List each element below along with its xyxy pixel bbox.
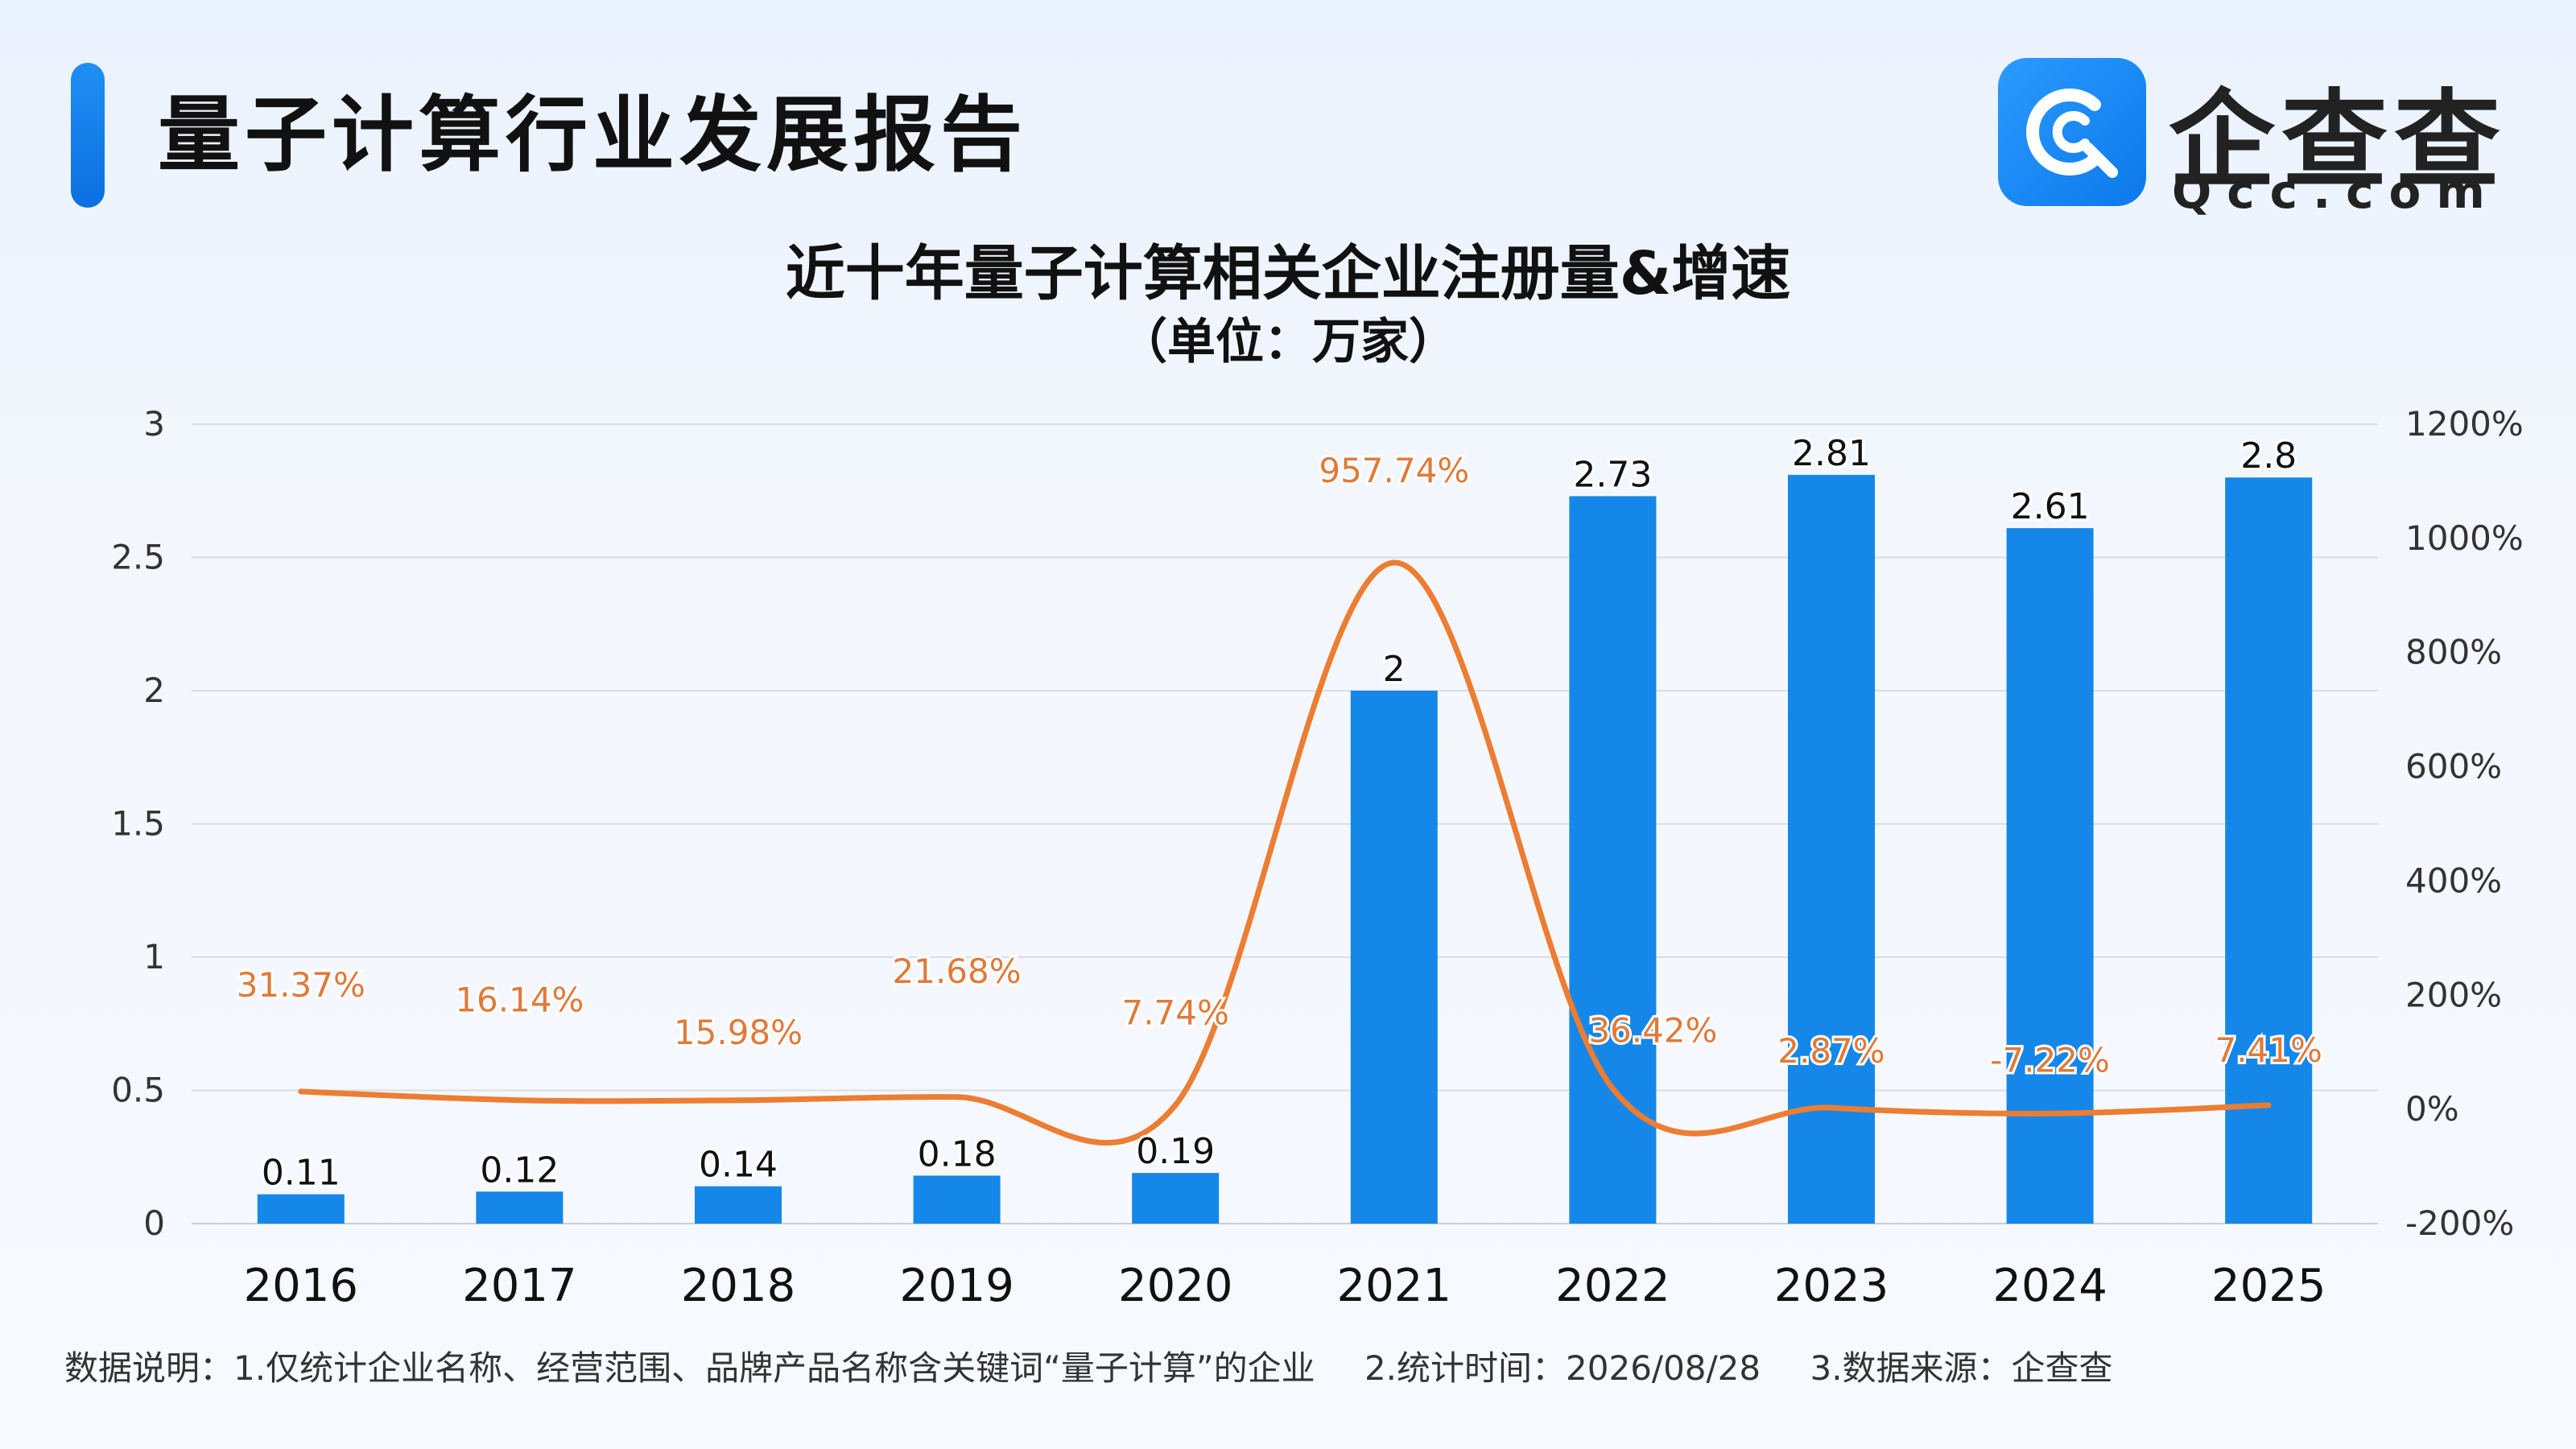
- bar-value-label: 2.81: [1792, 433, 1871, 474]
- y-right-tick-label: 400%: [2405, 861, 2502, 900]
- footer-note-time: 2.统计时间：2026/08/28: [1364, 1348, 1761, 1388]
- y-left-tick-label: 0: [143, 1203, 165, 1243]
- y-left-tick-label: 2: [143, 671, 165, 710]
- bar: [1350, 691, 1438, 1224]
- footer-note-scope: 数据说明：1.仅统计企业名称、经营范围、品牌产品名称含关键词“量子计算”的企业: [64, 1348, 1315, 1388]
- title-accent-bar: [71, 63, 105, 208]
- x-tick-label: 2019: [899, 1260, 1014, 1312]
- y-left-tick-label: 2.5: [111, 538, 165, 577]
- bar-line-chart: 0 0.5 1 1.5 2 2.5 3 -200% 0% 200% 400% 600% 800% 1000…: [111, 404, 2524, 1312]
- y-right-tick-label: -200%: [2405, 1203, 2514, 1243]
- logo-name: 企查查: [2169, 79, 2507, 203]
- bar: [695, 1186, 782, 1224]
- x-tick-label: 2016: [244, 1260, 359, 1312]
- footer-note: 数据说明：1.仅统计企业名称、经营范围、品牌产品名称含关键词“量子计算”的企业 …: [64, 1341, 2152, 1390]
- y-left-tick-label: 3: [143, 404, 165, 444]
- x-tick-label: 2020: [1118, 1260, 1233, 1312]
- bar-value-label: 2: [1383, 649, 1406, 690]
- x-tick-label: 2023: [1774, 1260, 1889, 1312]
- bar-value-label: 0.12: [480, 1150, 559, 1191]
- y-right-tick-label: 600%: [2405, 747, 2502, 786]
- y-right-tick-label: 1000%: [2405, 518, 2524, 558]
- footer-note-source: 3.数据来源：企查查: [1810, 1348, 2113, 1388]
- bar-value-label: 0.18: [918, 1133, 997, 1174]
- x-tick-label: 2024: [1992, 1260, 2107, 1312]
- y-right-tick-label: 200%: [2405, 975, 2502, 1014]
- bar: [1132, 1173, 1220, 1224]
- y-left-tick-label: 0.5: [111, 1071, 165, 1110]
- bar-value-label: 2.73: [1573, 454, 1652, 495]
- y-left-tick-label: 1.5: [111, 804, 165, 844]
- line-value-label: 7.41%: [2215, 1030, 2322, 1070]
- bar: [1569, 496, 1657, 1224]
- bar: [257, 1194, 345, 1224]
- y-right-tick-label: 800%: [2405, 633, 2502, 672]
- qcc-logo: 企查查 Qcc.com: [1998, 58, 2545, 219]
- line-value-label: 21.68%: [893, 952, 1022, 991]
- line-value-label: -7.22%: [1990, 1040, 2110, 1080]
- bar: [913, 1175, 1001, 1224]
- qcc-logo-icon: [1998, 58, 2146, 206]
- chart-subtitle: （单位：万家）: [1119, 314, 1457, 370]
- bar-value-label: 2.61: [2011, 486, 2090, 527]
- line-value-label: 957.74%: [1319, 451, 1469, 490]
- bar: [476, 1191, 564, 1224]
- line-value-label: 2.87%: [1777, 1031, 1885, 1071]
- line-value-label: 36.42%: [1588, 1010, 1717, 1050]
- line-value-label: 31.37%: [237, 965, 365, 1005]
- bar: [1788, 474, 1875, 1224]
- x-tick-label: 2017: [462, 1260, 577, 1312]
- line-value-label: 16.14%: [455, 980, 584, 1020]
- line-value-label: 7.74%: [1121, 993, 1228, 1033]
- y-right-tick-label: 1200%: [2405, 404, 2524, 444]
- bar-value-label: 2.8: [2240, 436, 2297, 477]
- bar-value-label: 0.14: [699, 1145, 778, 1186]
- growth-rate-line: [298, 559, 2272, 1146]
- report-title: 量子计算行业发展报告: [158, 88, 1027, 184]
- line-value-label: 15.98%: [674, 1013, 803, 1052]
- bar: [2225, 477, 2313, 1224]
- bar-value-label: 0.19: [1136, 1131, 1215, 1172]
- y-right-tick-label: 0%: [2405, 1089, 2459, 1129]
- x-tick-label: 2018: [681, 1260, 796, 1312]
- y-left-tick-label: 1: [143, 937, 165, 976]
- x-tick-label: 2022: [1555, 1260, 1670, 1312]
- x-tick-label: 2021: [1337, 1260, 1452, 1312]
- bar: [2006, 528, 2094, 1224]
- logo-domain: Qcc.com: [2172, 164, 2500, 219]
- bar-value-label: 0.11: [262, 1153, 341, 1194]
- x-tick-label: 2025: [2211, 1260, 2326, 1312]
- chart-title: 近十年量子计算相关企业注册量&增速: [785, 239, 1791, 308]
